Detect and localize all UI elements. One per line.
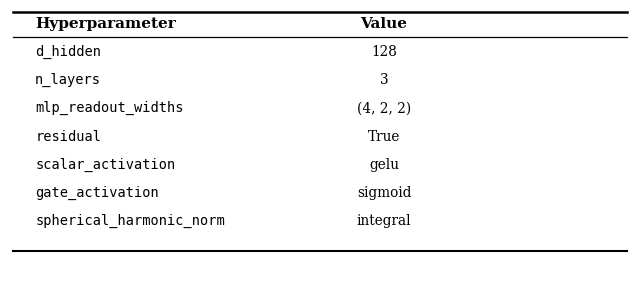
Text: 3: 3 [380, 73, 388, 87]
Text: (4, 2, 2): (4, 2, 2) [357, 101, 411, 115]
Text: Hyperparameter: Hyperparameter [35, 17, 176, 31]
Text: residual: residual [35, 130, 101, 143]
Text: gate_activation: gate_activation [35, 186, 159, 200]
Text: integral: integral [356, 214, 412, 228]
Text: mlp_readout_widths: mlp_readout_widths [35, 101, 184, 115]
Text: spherical_harmonic_norm: spherical_harmonic_norm [35, 214, 225, 228]
Text: n_layers: n_layers [35, 73, 101, 87]
Text: 128: 128 [371, 45, 397, 59]
Text: gelu: gelu [369, 158, 399, 172]
Text: Value: Value [360, 17, 408, 31]
Text: sigmoid: sigmoid [356, 186, 412, 200]
Text: d_hidden: d_hidden [35, 45, 101, 59]
Text: scalar_activation: scalar_activation [35, 158, 175, 172]
Text: True: True [368, 130, 400, 143]
